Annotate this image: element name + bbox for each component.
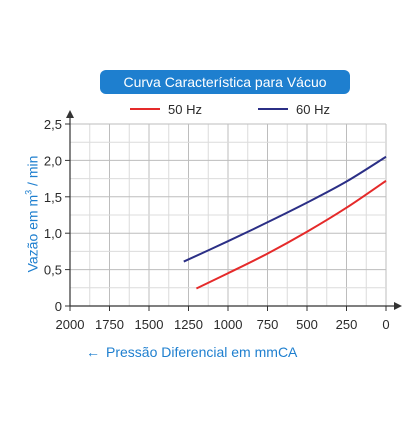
grid — [69, 123, 387, 307]
y-axis-label-sup: 3 — [23, 189, 34, 195]
left-arrow-icon: ← — [86, 344, 100, 360]
legend-swatch-60hz — [258, 108, 288, 110]
legend-label-60hz: 60 Hz — [296, 101, 330, 117]
y-axis-label-unit: / min — [24, 155, 41, 190]
y-tick-label: 0,5 — [44, 263, 62, 278]
series-line-60hz — [183, 155, 387, 263]
y-tick-label: 2,0 — [44, 153, 62, 168]
x-axis-arrow — [394, 302, 402, 310]
x-axis-label-row: ← Pressão Diferencial em mmCA — [86, 341, 297, 363]
y-axis-label: Vazão em m3 / min — [24, 156, 41, 273]
x-tick-label: 250 — [336, 317, 358, 332]
legend-item-60hz: 60 Hz — [258, 99, 330, 119]
y-tick-label: 1,5 — [44, 190, 62, 205]
y-axis-label-text: Vazão em m — [24, 194, 41, 273]
y-axis-arrow — [66, 110, 74, 118]
y-tick-label: 2,5 — [44, 117, 62, 132]
legend-label-50hz: 50 Hz — [168, 101, 202, 117]
x-tick-label: 1500 — [135, 317, 164, 332]
y-tick-label: 1,0 — [44, 226, 62, 241]
x-tick-label: 750 — [257, 317, 279, 332]
legend-item-50hz: 50 Hz — [130, 99, 202, 119]
x-tick-label: 1250 — [174, 317, 203, 332]
x-tick-label: 0 — [382, 317, 389, 332]
series-lines — [183, 155, 387, 290]
x-tick-label: 2000 — [56, 317, 85, 332]
x-tick-label: 1750 — [95, 317, 124, 332]
legend-swatch-50hz — [130, 108, 160, 110]
x-tick-label: 500 — [296, 317, 318, 332]
tick-labels: 2000 1750 1500 1250 1000 750 500 250 0 0 0,5 1,0 1,5… — [44, 117, 390, 332]
x-axis-label: Pressão Diferencial em mmCA — [106, 344, 298, 360]
axes — [65, 110, 402, 311]
y-tick-label: 0 — [55, 299, 62, 314]
series-line-50hz — [195, 179, 387, 290]
chart-title: Curva Característica para Vácuo — [100, 70, 350, 94]
legend: 50 Hz 60 Hz — [0, 99, 413, 119]
x-tick-label: 1000 — [214, 317, 243, 332]
